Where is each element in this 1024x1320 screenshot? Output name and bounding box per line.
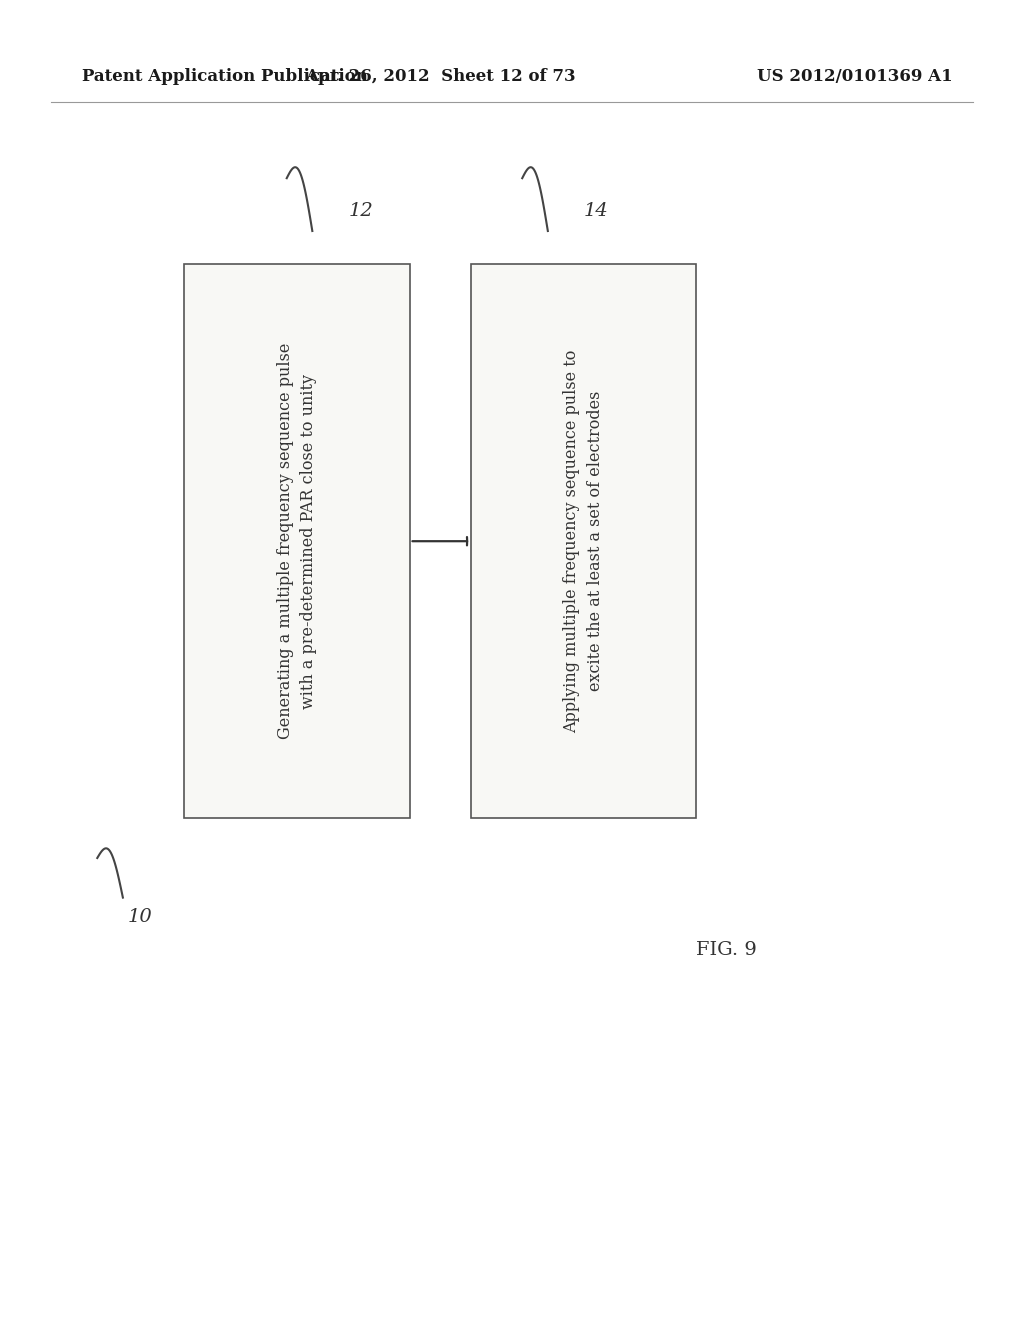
Text: 10: 10 bbox=[128, 908, 153, 927]
Bar bbox=[184, 264, 410, 818]
Text: Apr. 26, 2012  Sheet 12 of 73: Apr. 26, 2012 Sheet 12 of 73 bbox=[305, 69, 575, 84]
Bar bbox=[471, 264, 696, 818]
Text: 14: 14 bbox=[584, 202, 608, 220]
Text: Patent Application Publication: Patent Application Publication bbox=[82, 69, 368, 84]
Text: FIG. 9: FIG. 9 bbox=[696, 941, 757, 960]
Text: Applying multiple frequency sequence pulse to
excite the at least a set of elect: Applying multiple frequency sequence pul… bbox=[563, 350, 604, 733]
Text: 12: 12 bbox=[348, 202, 373, 220]
Text: US 2012/0101369 A1: US 2012/0101369 A1 bbox=[757, 69, 952, 84]
Text: Generating a multiple frequency sequence pulse
with a pre-determined PAR close t: Generating a multiple frequency sequence… bbox=[276, 343, 317, 739]
